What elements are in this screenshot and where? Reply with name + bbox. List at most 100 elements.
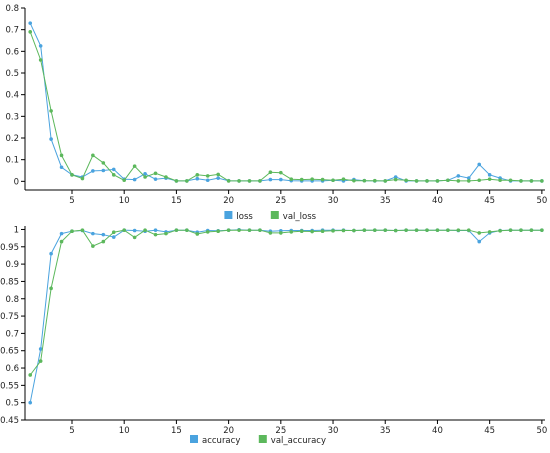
data-point-val-accuracy (258, 228, 262, 232)
data-point-val-loss (59, 153, 64, 158)
y-tick-label: 0.9 (5, 260, 19, 270)
x-tick-label: 30 (328, 426, 339, 436)
y-tick-label: 0.5 (5, 399, 19, 409)
data-point-val-loss (122, 178, 126, 183)
data-point-val-accuracy (487, 230, 492, 234)
y-tick-label: 0.3 (5, 112, 19, 122)
data-point-accuracy (49, 251, 53, 256)
x-tick-label: 25 (275, 426, 286, 436)
x-tick-label: 35 (380, 426, 391, 436)
data-point-val-accuracy (446, 228, 450, 232)
data-point-val-loss (49, 109, 53, 113)
y-tick-label: 0.85 (0, 277, 19, 287)
data-point-val-accuracy (111, 230, 116, 235)
data-point-val-loss (70, 173, 74, 177)
data-point-val-accuracy (425, 228, 429, 232)
data-point-val-loss (132, 164, 137, 168)
legend-swatch-accuracy[interactable] (190, 435, 198, 443)
y-tick-label: 0.5 (5, 69, 19, 79)
data-point-val-loss (310, 177, 314, 181)
data-point-val-loss (28, 30, 33, 34)
x-tick-label: 5 (69, 426, 74, 436)
data-point-loss (111, 167, 116, 172)
data-point-val-accuracy (153, 232, 158, 237)
y-tick-label: 0.65 (0, 347, 19, 357)
data-point-val-loss (508, 178, 513, 183)
data-point-val-accuracy (341, 228, 346, 233)
legend-swatch-loss[interactable] (224, 211, 233, 219)
y-tick-label: 0.8 (5, 4, 19, 14)
data-point-loss (49, 137, 53, 141)
data-point-val-loss (352, 178, 356, 183)
data-point-val-loss (174, 179, 179, 183)
data-point-accuracy (91, 231, 95, 236)
data-point-val-accuracy (70, 229, 74, 233)
data-point-loss (28, 21, 33, 25)
x-tick-label: 40 (432, 196, 443, 206)
accuracy-chart: 0.45 0.5 0.55 0.6 0.65 0.7 0.75 0.8 0.85 0.9 0.95 1… (0, 225, 547, 446)
y-tick-label: 0.7 (5, 329, 19, 339)
data-point-accuracy (477, 239, 482, 244)
data-point-val-accuracy (143, 228, 147, 232)
data-point-val-accuracy (435, 228, 440, 232)
data-point-val-accuracy (195, 232, 200, 236)
data-point-val-accuracy (101, 239, 106, 244)
data-point-val-accuracy (299, 229, 304, 233)
legend-label-val-loss[interactable]: val_loss (283, 212, 317, 222)
data-point-val-loss (164, 175, 168, 179)
data-point-val-accuracy (529, 228, 534, 232)
data-point-val-accuracy (268, 231, 273, 235)
data-point-accuracy (38, 347, 43, 351)
x-tick-label: 20 (223, 426, 234, 436)
data-point-val-loss (91, 153, 95, 158)
data-point-val-loss (414, 179, 419, 183)
x-tick-label: 5 (69, 196, 74, 206)
data-point-val-loss (477, 178, 482, 183)
data-point-val-loss (195, 173, 200, 177)
data-point-val-accuracy (216, 229, 220, 233)
data-point-accuracy (132, 228, 137, 233)
data-point-val-loss (80, 176, 85, 181)
data-point-val-loss (435, 179, 440, 183)
data-point-val-loss (38, 58, 43, 62)
legend: accuracy val_accuracy (190, 435, 326, 446)
data-point-loss (101, 168, 106, 173)
x-tick-label: 30 (328, 196, 339, 206)
data-point-val-loss (393, 177, 398, 182)
y-tick-label: 0.7 (5, 26, 19, 36)
y-tick-label: 0.45 (0, 416, 19, 426)
data-point-val-loss (268, 170, 273, 175)
data-point-val-accuracy (28, 373, 33, 377)
data-point-accuracy (28, 400, 33, 405)
data-point-val-loss (529, 179, 534, 183)
legend-swatch-val-loss[interactable] (270, 211, 279, 219)
data-point-val-loss (404, 178, 408, 183)
data-point-val-accuracy (540, 228, 544, 232)
data-point-loss (393, 175, 398, 179)
data-point-val-accuracy (456, 228, 461, 232)
y-tick-label: 0.6 (5, 364, 19, 374)
legend-label-loss[interactable]: loss (236, 212, 253, 222)
data-point-val-accuracy (49, 286, 53, 291)
x-tick-label: 20 (223, 196, 234, 206)
data-point-val-loss (341, 177, 346, 181)
data-point-val-loss (185, 179, 189, 183)
loss-chart: 0 0.1 0.2 0.3 0.4 0.5 0.6 0.7 0.8 5 10 15 20 25 30 35 40… (5, 4, 547, 222)
data-point-val-accuracy (372, 228, 377, 232)
legend-label-val-accuracy[interactable]: val_accuracy (271, 436, 326, 446)
data-point-accuracy (111, 235, 116, 239)
data-point-accuracy (101, 232, 106, 237)
data-point-loss (195, 176, 200, 181)
data-point-loss (466, 176, 471, 180)
x-tick-label: 50 (536, 196, 547, 206)
data-point-val-loss (226, 179, 231, 183)
data-point-loss (132, 177, 137, 182)
y-tick-label: 0 (14, 177, 19, 187)
data-point-loss (477, 162, 482, 167)
legend-swatch-val-accuracy[interactable] (258, 435, 267, 443)
x-tick-label: 40 (432, 426, 443, 436)
x-tick-label: 50 (536, 426, 547, 436)
data-point-val-accuracy (59, 239, 64, 244)
legend-label-accuracy[interactable]: accuracy (202, 436, 240, 446)
